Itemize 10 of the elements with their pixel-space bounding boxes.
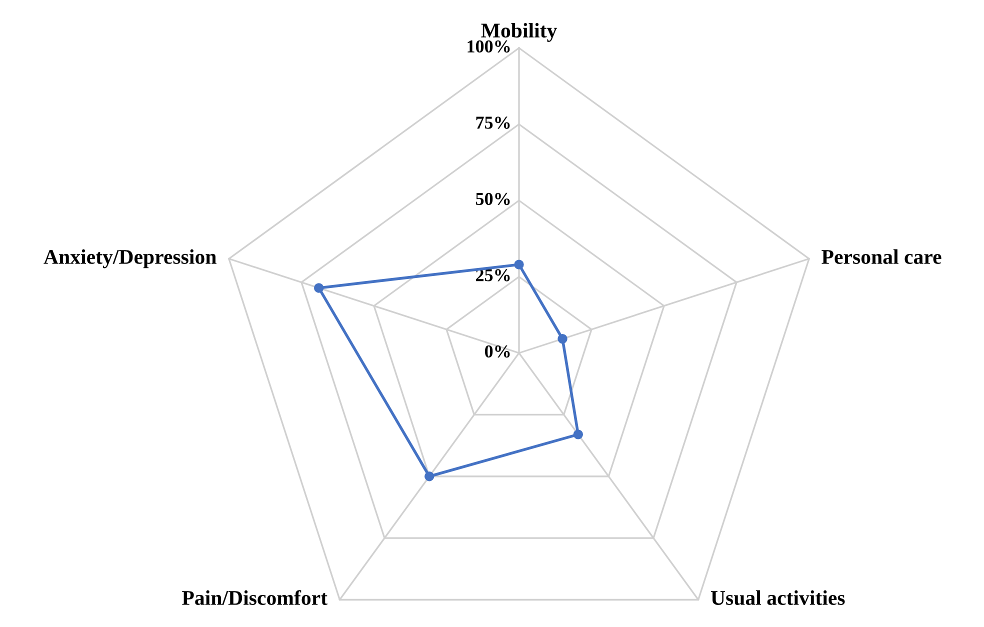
spoke-label: Pain/Discomfort (182, 590, 328, 605)
spoke-label: Anxiety/Depression (44, 249, 216, 268)
y-tick-label: 100% (468, 40, 510, 53)
y-tick-label: 25% (476, 269, 510, 282)
y-tick-label: 0% (484, 345, 510, 358)
spoke-label: Mobility (481, 22, 557, 42)
spoke-label: Usual activities (710, 590, 845, 606)
y-tick-label: 75% (476, 116, 510, 129)
spoke-label: Personal care (822, 249, 942, 264)
y-tick-label: 50% (476, 192, 510, 206)
